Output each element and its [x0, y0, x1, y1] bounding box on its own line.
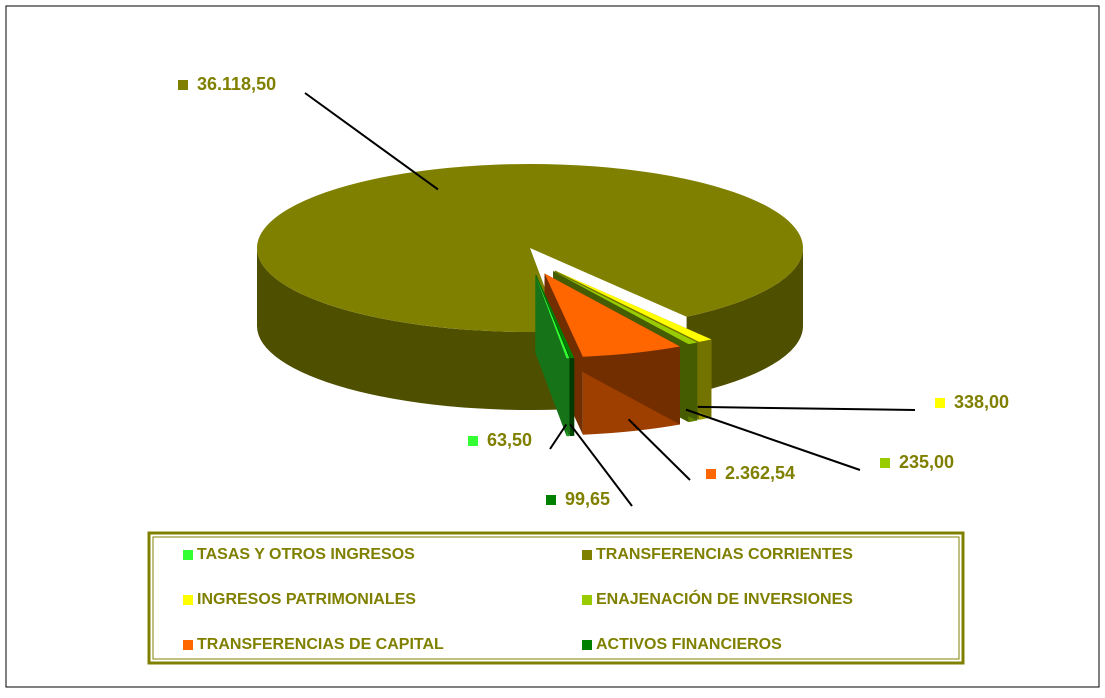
- slice-top: [553, 271, 698, 345]
- data-label: 235,00: [899, 452, 954, 472]
- data-label: 2.362,54: [725, 463, 795, 483]
- legend-box: [147, 531, 965, 665]
- leader-line: [627, 418, 691, 481]
- slice-top: [535, 274, 575, 359]
- legend-swatch: [183, 595, 193, 605]
- slice-top: [535, 274, 570, 359]
- data-label: 36.118,50: [197, 74, 276, 94]
- slice-top: [544, 273, 680, 357]
- data-label: 338,00: [954, 392, 1009, 412]
- legend-inner: [152, 536, 960, 660]
- data-label: 63,50: [487, 430, 532, 450]
- leader-line: [569, 423, 633, 507]
- leader-line: [685, 408, 861, 471]
- legend-swatch: [582, 640, 592, 650]
- legend-label: INGRESOS PATRIMONIALES: [197, 591, 416, 608]
- legend-label: TASAS Y OTROS INGRESOS: [197, 546, 415, 563]
- leader-line: [549, 423, 568, 450]
- label-marker: [706, 469, 716, 479]
- label-marker: [178, 80, 188, 90]
- label-marker: [468, 436, 478, 446]
- leader-line: [697, 405, 916, 411]
- pie-slice: [257, 164, 803, 410]
- legend-label: TRANSFERENCIAS DE CAPITAL: [197, 636, 444, 653]
- legend-swatch: [582, 595, 592, 605]
- label-marker: [935, 398, 945, 408]
- data-label: 99,65: [565, 489, 610, 509]
- legend-swatch: [582, 550, 592, 560]
- slice-top: [554, 270, 712, 342]
- legend-swatch: [183, 550, 193, 560]
- slice-wall: [535, 274, 567, 437]
- pie-slice: [535, 274, 570, 437]
- leader-line: [304, 92, 439, 191]
- legend-label: ENAJENACIÓN DE INVERSIONES: [596, 589, 853, 608]
- label-marker: [880, 458, 890, 468]
- legend-swatch: [183, 640, 193, 650]
- legend-label: TRANSFERENCIAS CORRIENTES: [596, 546, 853, 563]
- legend-label: ACTIVOS FINANCIEROS: [596, 636, 782, 653]
- slice-top: [257, 164, 803, 332]
- slice-side: [686, 248, 803, 395]
- slice-side: [257, 248, 562, 410]
- label-marker: [546, 495, 556, 505]
